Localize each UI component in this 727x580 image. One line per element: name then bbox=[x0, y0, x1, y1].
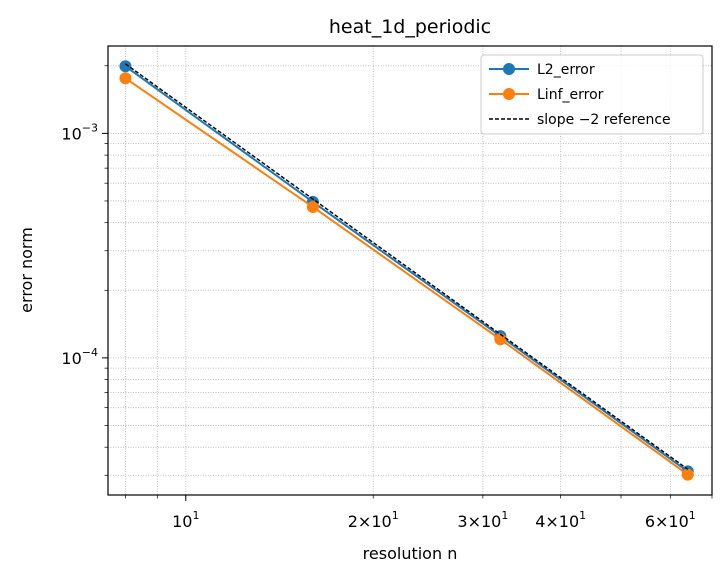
series-line bbox=[124, 77, 689, 476]
y-tick-label: 10−4 bbox=[61, 346, 98, 368]
legend-marker bbox=[503, 88, 515, 100]
x-tick-label: 4×101 bbox=[535, 509, 586, 531]
series-line bbox=[125, 63, 689, 470]
legend-label: L2_error bbox=[537, 62, 595, 78]
chart-title: heat_1d_periodic bbox=[329, 16, 491, 38]
x-tick-label: 6×101 bbox=[645, 509, 696, 531]
x-tick-label: 2×101 bbox=[348, 509, 399, 531]
x-tick-label: 3×101 bbox=[457, 509, 508, 531]
data-point bbox=[681, 468, 694, 481]
y-axis-label: error norm bbox=[17, 227, 36, 313]
data-point bbox=[306, 200, 319, 213]
data-point bbox=[494, 333, 507, 346]
legend-label: Linf_error bbox=[537, 87, 604, 103]
legend-box bbox=[480, 54, 704, 135]
data-point bbox=[119, 60, 132, 73]
x-tick-label: 101 bbox=[172, 509, 199, 531]
plot-series bbox=[119, 60, 694, 481]
axis-ticks: 101 2×101 3×101 4×101 6×101 10−3 10−4 bbox=[61, 65, 713, 531]
plot-frame bbox=[107, 45, 713, 496]
y-tick-label: 10−3 bbox=[61, 121, 98, 143]
x-axis-label: resolution n bbox=[363, 544, 458, 563]
legend-label: slope −2 reference bbox=[537, 112, 671, 128]
legend-marker bbox=[503, 63, 515, 75]
data-point bbox=[119, 72, 132, 85]
series-line bbox=[124, 65, 689, 473]
